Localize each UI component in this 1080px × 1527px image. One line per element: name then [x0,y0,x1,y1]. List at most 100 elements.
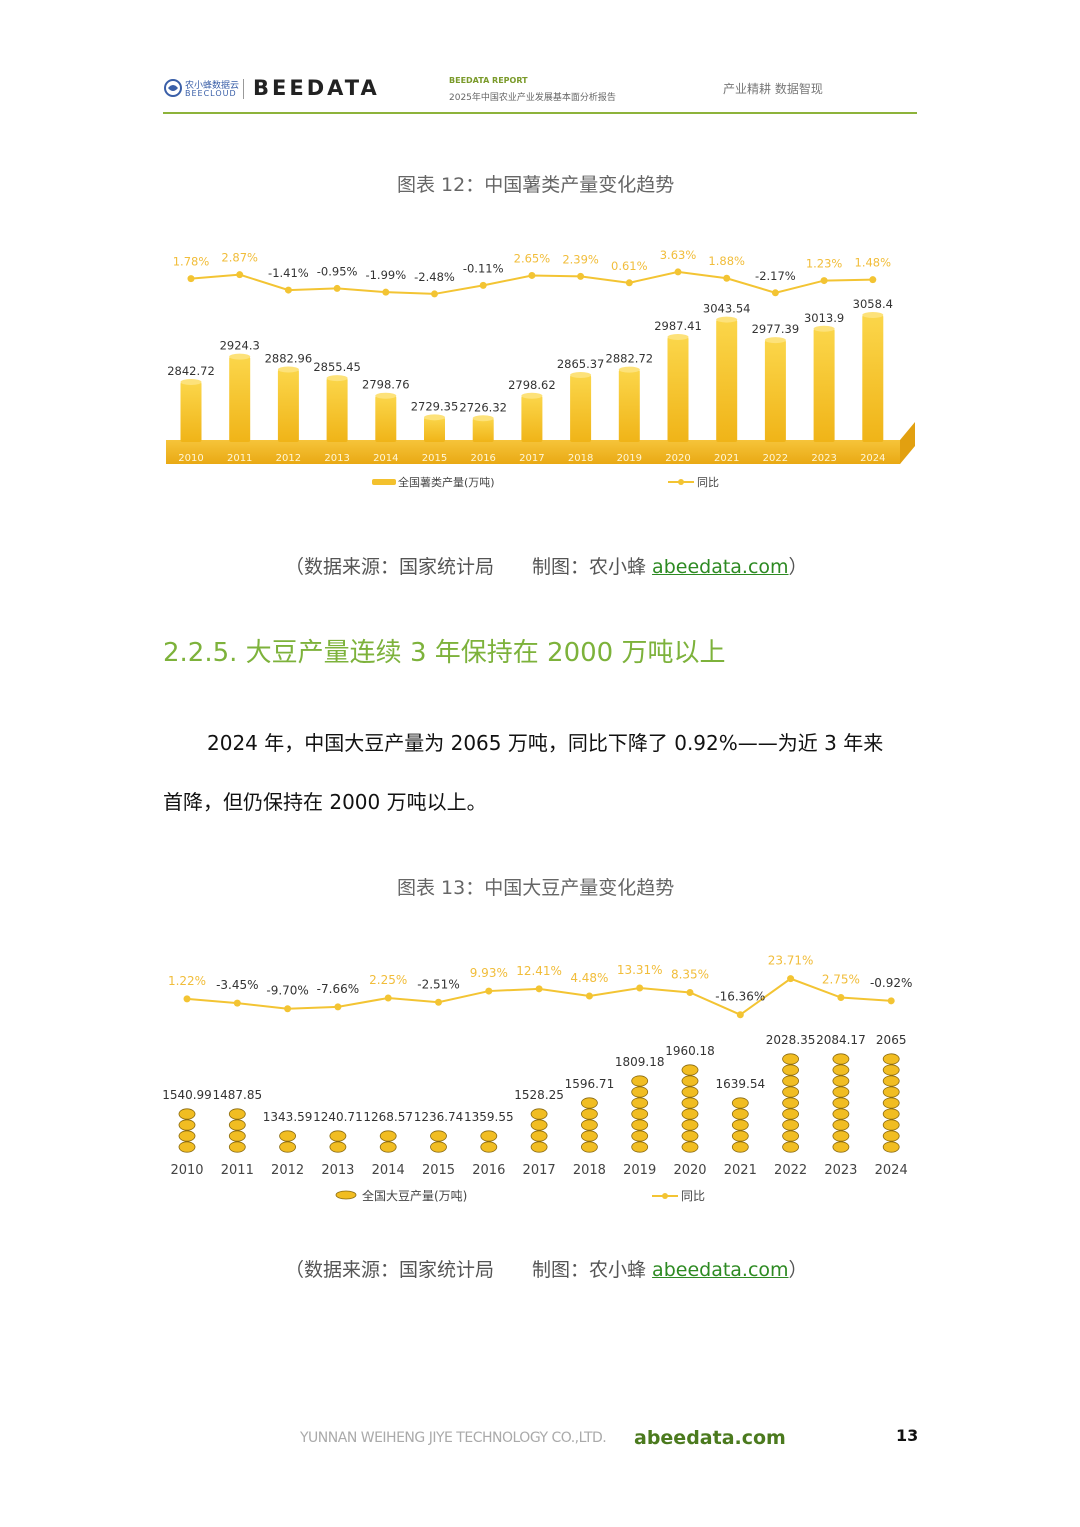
chart13-bar-label: 2028.35 [766,1033,816,1047]
chart13-bean [379,1141,397,1153]
chart12-yoy-label: 2.87% [221,251,258,265]
chart13-bean [832,1086,850,1098]
chart12-bar-label: 3013.9 [804,311,844,325]
chart13-bean [631,1086,649,1098]
chart12-bar-cap [375,392,397,399]
chart13-bean [228,1141,246,1153]
chart13-legend-bar-swatch [335,1190,357,1200]
chart12-bar-label: 3043.54 [703,302,751,316]
chart13-bar-label: 1809.18 [615,1055,665,1069]
chart13-bean [882,1141,900,1153]
chart13-bean [782,1119,799,1131]
chart12-bar [570,374,592,442]
chart13-year-label: 2023 [824,1163,857,1178]
chart12-bar-cap [862,311,884,318]
chart13-year-label: 2013 [321,1163,354,1178]
chart13-legend-bar-label: 全国大豆产量(万吨) [362,1188,467,1203]
chart13-bean [178,1119,196,1131]
chart12-yoy-point [333,284,341,292]
chart13-bean [681,1064,699,1076]
chart13-bean [580,1141,598,1153]
figure12-title: 图表 12：中国薯类产量变化趋势 [397,174,675,196]
chart12-bar-label: 2924.3 [220,339,260,353]
figure13-source-link[interactable]: abeedata.com [652,1259,789,1281]
chart13-bean [228,1130,246,1142]
chart12-bar [667,337,689,442]
chart13-year-label: 2012 [271,1163,304,1178]
chart12-bar-cap [813,325,835,332]
chart13-bean [882,1097,900,1109]
chart13-yoy-point [334,1003,342,1011]
figure12-source-link[interactable]: abeedata.com [652,556,789,578]
chart13-bean [681,1108,699,1120]
chart13-bean [832,1064,850,1076]
chart13-bean [379,1130,397,1142]
chart13-bean [580,1130,598,1142]
report-label: BEEDATA REPORT [449,76,528,85]
chart13-bean [178,1141,196,1153]
chart12-bar-label: 2798.76 [362,378,410,392]
chart12-yoy-label: -2.48% [414,270,455,284]
chart12-bar-cap [618,366,640,373]
chart13-bar-label: 1639.54 [715,1077,765,1091]
chart13-yoy-point [636,984,644,992]
footer-company: YUNNAN WEIHENG JIYE TECHNOLOGY CO.,LTD. [300,1430,607,1446]
chart13-year-label: 2016 [472,1163,505,1178]
chart13-bean [430,1130,447,1142]
figure13-source: （数据来源：国家统计局 制图：农小蜂 abeedata.com） [285,1255,808,1282]
beedata-logo: BEEDATA [253,76,380,100]
chart12-yoy-label: -1.99% [365,268,406,282]
chart13-yoy-point [284,1005,292,1013]
chart12-year-label: 2024 [860,453,885,464]
chart12-year-label: 2016 [470,453,495,464]
chart12-bar-cap [277,366,299,373]
chart12-yoy-label: 1.23% [806,257,843,271]
chart13-bean [782,1130,799,1142]
chart12-yoy-label: -0.11% [463,261,504,275]
chart13-year-label: 2014 [372,1163,405,1178]
chart13-bean [681,1086,699,1098]
chart12-bar [472,418,494,442]
chart13-bean [681,1075,699,1087]
footer-site[interactable]: abeedata.com [634,1427,786,1449]
chart13-bean [832,1097,850,1109]
chart12-bar [716,319,738,442]
chart13-bar-label: 1268.57 [363,1110,413,1124]
chart13-bean [731,1108,749,1120]
chart12-bar-label: 2855.45 [313,360,361,374]
chart13-year-label: 2020 [673,1163,706,1178]
chart12-bar-cap [764,337,786,344]
chart12-bar [229,356,251,442]
chart13-bar-label: 1596.71 [565,1077,615,1091]
figure13-source-text: （数据来源：国家统计局 制图：农小蜂 [285,1259,653,1281]
chart13-yoy-point [535,985,543,993]
chart13-yoy-point [384,994,392,1002]
chart13-legend-line-label: 同比 [681,1189,705,1203]
chart13-bar-label: 1487.85 [212,1088,262,1102]
chart13-bean [782,1053,799,1065]
chart12-yoy-point [869,276,877,284]
chart13-yoy-point [787,975,795,983]
chart13-yoy-label: -2.51% [417,977,459,991]
chart13-bean [782,1086,799,1098]
header-slogan: 产业精耕 数据智现 [723,82,823,96]
report-title: 2025年中国农业产业发展基本面分析报告 [449,93,616,103]
chart12-yoy-label: 2.65% [514,251,551,265]
chart13-year-label: 2011 [221,1163,254,1178]
chart13-yoy-label: 9.93% [470,966,508,980]
chart13-bean [882,1119,900,1131]
chart13-year-label: 2015 [422,1163,455,1178]
chart12-yoy-point [187,275,195,283]
chart13-bean [279,1130,296,1142]
chart13-bean [530,1130,548,1142]
page-header: 农小蜂数据云 BEECLOUD BEEDATA BEEDATA REPORT 2… [163,70,917,114]
chart13-yoy-label: -3.45% [216,978,258,992]
chart12-bar-cap [716,316,738,323]
chart13-bean [178,1130,196,1142]
chart13-bean [480,1141,498,1153]
chart13-yoy-label: -9.70% [266,984,308,998]
section-heading: 2.2.5. 大豆产量连续 3 年保持在 2000 万吨以上 [163,638,726,668]
potato-production-chart: 2842.72 2924.3 2882.962855.452798.762729.3… [166,250,915,489]
chart13-year-label: 2018 [573,1163,606,1178]
chart13-bar-label: 1960.18 [665,1044,715,1058]
